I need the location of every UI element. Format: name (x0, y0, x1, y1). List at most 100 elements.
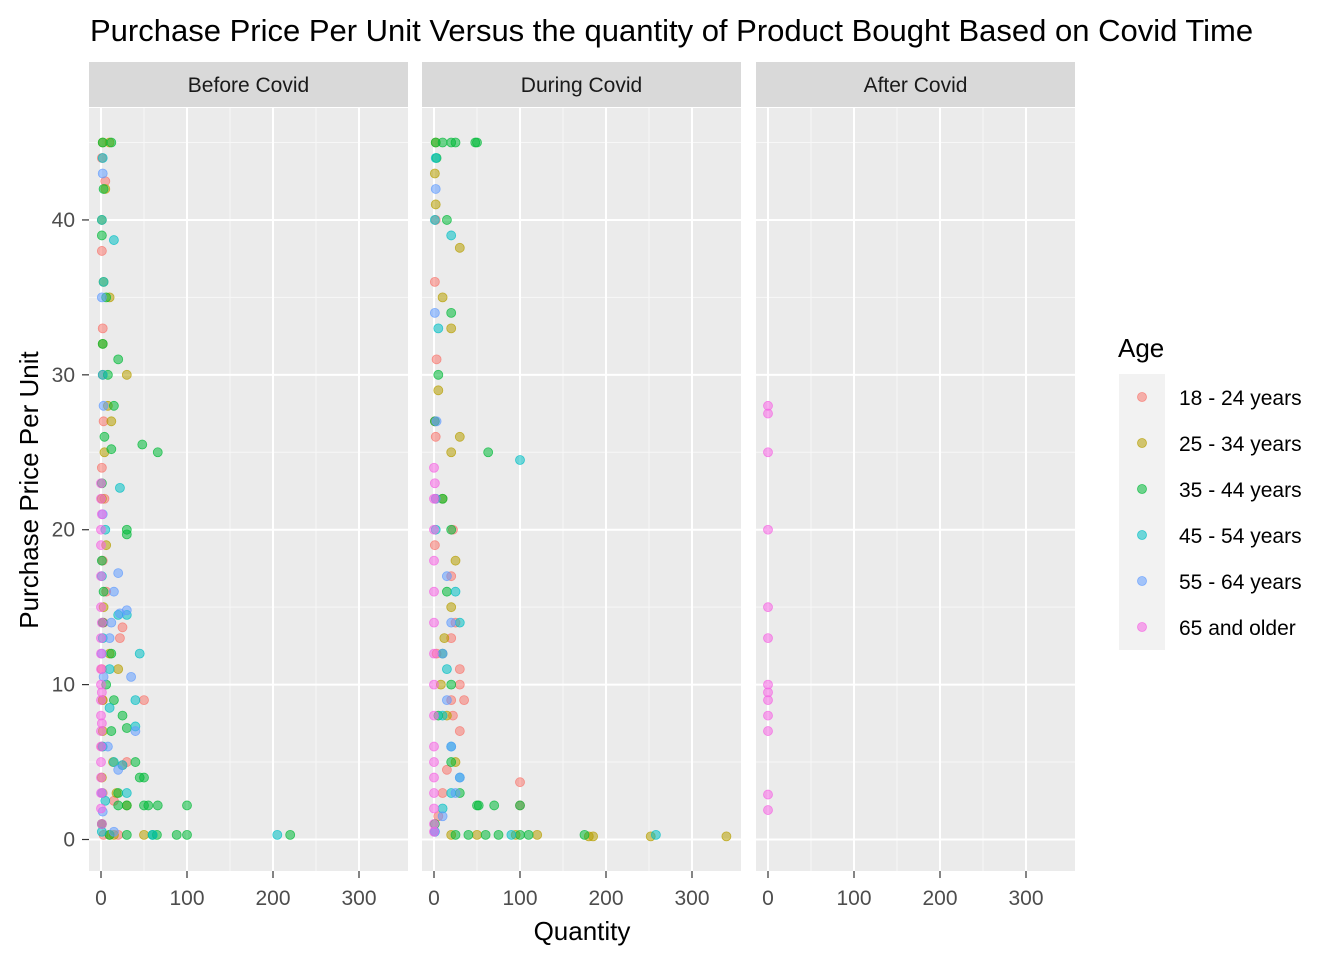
data-point (106, 444, 117, 455)
data-point (113, 568, 124, 578)
data-point (106, 617, 117, 628)
data-point (98, 184, 109, 194)
data-point (441, 695, 452, 705)
y-tick-label: 30 (52, 364, 75, 387)
panel-after-covid: After Covid 0 100 200 300 (756, 62, 1075, 910)
data-point (446, 230, 457, 241)
data-point (96, 803, 106, 814)
data-point (433, 323, 444, 334)
data-point (431, 354, 442, 365)
data-point (430, 184, 441, 194)
data-point (429, 757, 439, 767)
x-tick-label: 0 (95, 887, 107, 910)
data-point (763, 524, 773, 535)
data-point (454, 664, 465, 675)
data-point (493, 829, 504, 840)
data-point (121, 788, 132, 798)
data-point (104, 664, 115, 675)
data-point (763, 695, 773, 705)
y-tick-label: 10 (52, 674, 75, 697)
data-point (454, 726, 465, 736)
data-point (429, 276, 440, 287)
data-point (437, 788, 448, 798)
data-point (113, 664, 124, 675)
data-point (763, 726, 773, 736)
panel-background (756, 108, 1075, 871)
data-point (152, 800, 163, 811)
x-tick-label: 100 (836, 887, 871, 910)
legend-label: 35 - 44 years (1179, 479, 1302, 502)
data-point (96, 718, 107, 729)
data-point (429, 617, 439, 628)
data-point (446, 524, 457, 535)
data-point (441, 764, 452, 775)
x-tick-label: 0 (428, 887, 440, 910)
data-point (143, 800, 154, 811)
data-point (104, 702, 115, 713)
data-point (472, 829, 482, 840)
data-point (139, 695, 149, 705)
data-point (446, 602, 457, 613)
data-point (446, 679, 457, 690)
data-point (429, 524, 439, 535)
x-tick-label: 0 (762, 887, 774, 910)
facet-strip (89, 62, 408, 107)
data-point (430, 431, 441, 442)
data-point (106, 416, 117, 427)
points (763, 400, 773, 815)
data-point (506, 829, 517, 840)
data-point (96, 617, 107, 628)
data-point (126, 671, 137, 682)
data-point (429, 586, 439, 597)
data-point (446, 757, 457, 767)
x-tick-label: 300 (1008, 887, 1043, 910)
data-point (121, 829, 132, 840)
data-point (97, 369, 108, 380)
data-point (171, 829, 182, 840)
x-tick-label: 200 (588, 887, 623, 910)
data-point (532, 829, 543, 840)
data-point (472, 137, 482, 148)
data-point (99, 431, 110, 442)
data-point (96, 478, 106, 489)
data-point (763, 633, 773, 644)
data-point (429, 679, 439, 690)
legend-key (1137, 622, 1147, 632)
data-point (429, 493, 439, 504)
data-point (115, 483, 125, 493)
data-point (97, 168, 108, 179)
data-point (515, 829, 525, 840)
legend-label: 18 - 24 years (1179, 387, 1302, 410)
data-point (121, 800, 132, 811)
legend-label: 45 - 54 years (1179, 525, 1302, 548)
data-point (121, 529, 132, 540)
facet-strip-label: After Covid (864, 74, 968, 97)
data-point (98, 276, 109, 287)
data-point (109, 400, 119, 411)
data-point (523, 829, 534, 840)
panel-background (89, 108, 408, 871)
legend-label: 65 and older (1179, 617, 1296, 640)
data-point (130, 695, 141, 705)
data-point (450, 829, 461, 840)
data-point (109, 826, 119, 837)
data-point (130, 726, 141, 736)
data-point (96, 741, 106, 752)
data-point (96, 648, 106, 659)
data-point (430, 153, 441, 163)
chart-title: Purchase Price Per Unit Versus the quant… (90, 13, 1253, 48)
data-point (96, 687, 107, 698)
data-point (433, 385, 444, 396)
data-point (96, 633, 106, 644)
data-point (763, 602, 773, 613)
y-tick-label: 0 (63, 829, 75, 852)
data-point (106, 648, 117, 659)
data-point (134, 772, 145, 783)
data-point (113, 764, 124, 775)
data-point (130, 757, 141, 767)
data-point (483, 447, 494, 458)
data-point (272, 829, 283, 840)
data-point (579, 829, 590, 840)
